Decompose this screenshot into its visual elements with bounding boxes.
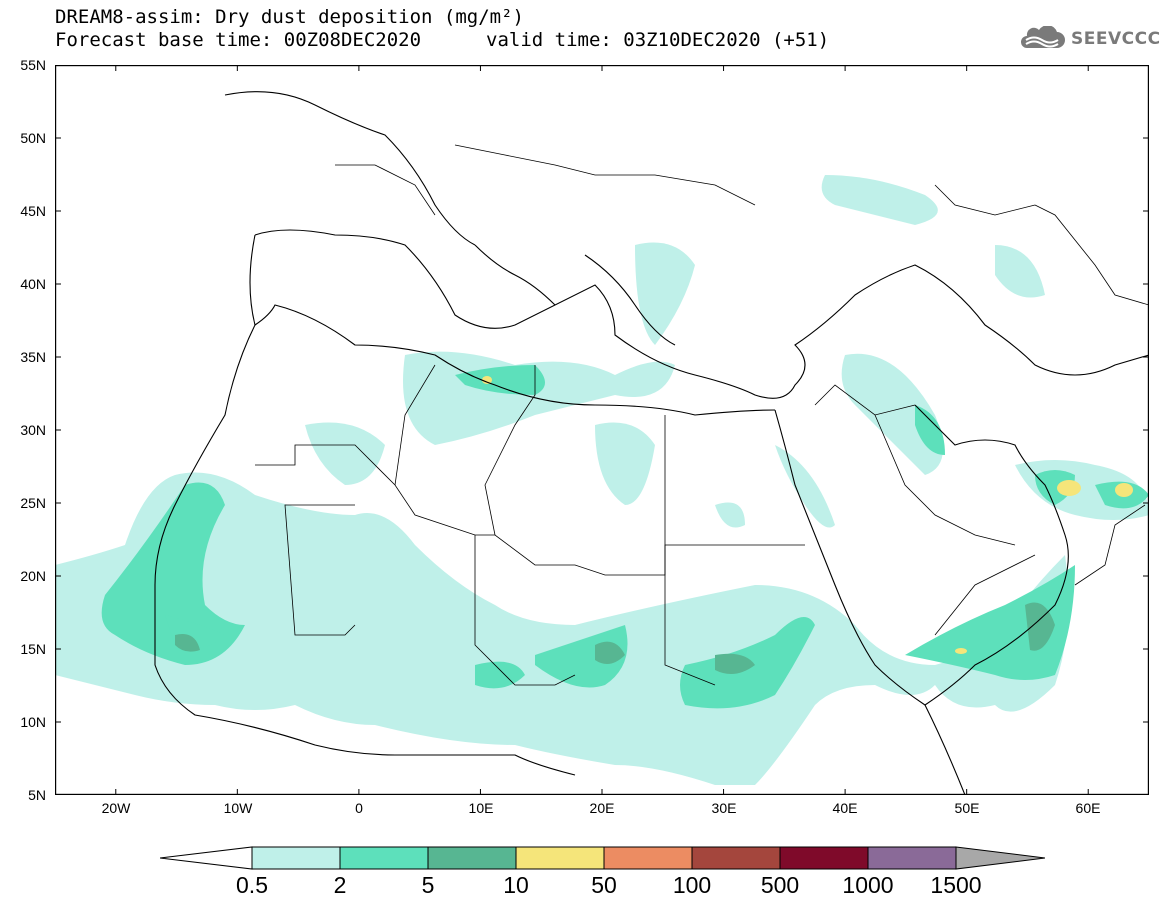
valid-time: valid time: 03Z10DEC2020 (+51)	[486, 29, 830, 51]
axis-ticks	[55, 65, 1149, 795]
colorbar-segment	[603, 846, 693, 870]
lon-label: 10W	[223, 800, 253, 816]
colorbar-label: 50	[591, 872, 617, 898]
colorbar-segment	[691, 846, 781, 870]
lon-label: 60E	[1075, 800, 1101, 816]
lat-label: 50N	[20, 130, 46, 146]
lat-label: 45N	[20, 203, 46, 219]
lon-label: 50E	[954, 800, 980, 816]
lon-label: 20W	[101, 800, 131, 816]
logo-text: SEEVCCC	[1071, 29, 1161, 49]
colorbar-lower-triangle	[160, 846, 253, 870]
coastlines	[154, 91, 1149, 795]
country-borders	[255, 144, 1149, 686]
cloud-icon	[1021, 26, 1065, 48]
lon-label: 30E	[711, 800, 737, 816]
deposition-contour-10	[482, 376, 1133, 654]
colorbar-segment	[339, 846, 429, 870]
colorbar-label: 5	[421, 872, 435, 898]
dust-deposition-map	[55, 65, 1149, 795]
colorbar-segment	[779, 846, 869, 870]
lat-label: 40N	[20, 276, 46, 292]
colorbar-label: 100	[672, 872, 712, 898]
colorbar-segment	[251, 846, 341, 870]
seevccc-logo: SEEVCCC	[1017, 26, 1161, 52]
lon-label: 40E	[832, 800, 858, 816]
lat-label: 5N	[28, 787, 46, 803]
deposition-contour-5	[175, 602, 1055, 674]
lat-label: 25N	[20, 495, 46, 511]
colorbar-segment	[867, 846, 957, 870]
lat-label: 30N	[20, 422, 46, 438]
colorbar	[160, 846, 1045, 870]
lon-label: 10E	[468, 800, 494, 816]
lon-label: 20E	[589, 800, 615, 816]
colorbar-label: 500	[760, 872, 800, 898]
map-title: DREAM8-assim: Dry dust deposition (mg/m²…	[55, 6, 524, 28]
colorbar-label: 0.5	[236, 872, 268, 898]
colorbar-label: 10	[503, 872, 529, 898]
colorbar-label: 2	[333, 872, 347, 898]
forecast-base-time: Forecast base time: 00Z08DEC2020	[55, 29, 422, 51]
lat-label: 15N	[20, 641, 46, 657]
colorbar-label: 1500	[930, 872, 982, 898]
colorbar-label: 1000	[842, 872, 894, 898]
colorbar-segment	[427, 846, 517, 870]
colorbar-upper-triangle	[955, 846, 1045, 870]
colorbar-segment	[515, 846, 605, 870]
lat-label: 55N	[20, 57, 46, 73]
lat-label: 10N	[20, 714, 46, 730]
lat-label: 35N	[20, 349, 46, 365]
lon-label: 0	[355, 800, 363, 816]
lat-label: 20N	[20, 568, 46, 584]
